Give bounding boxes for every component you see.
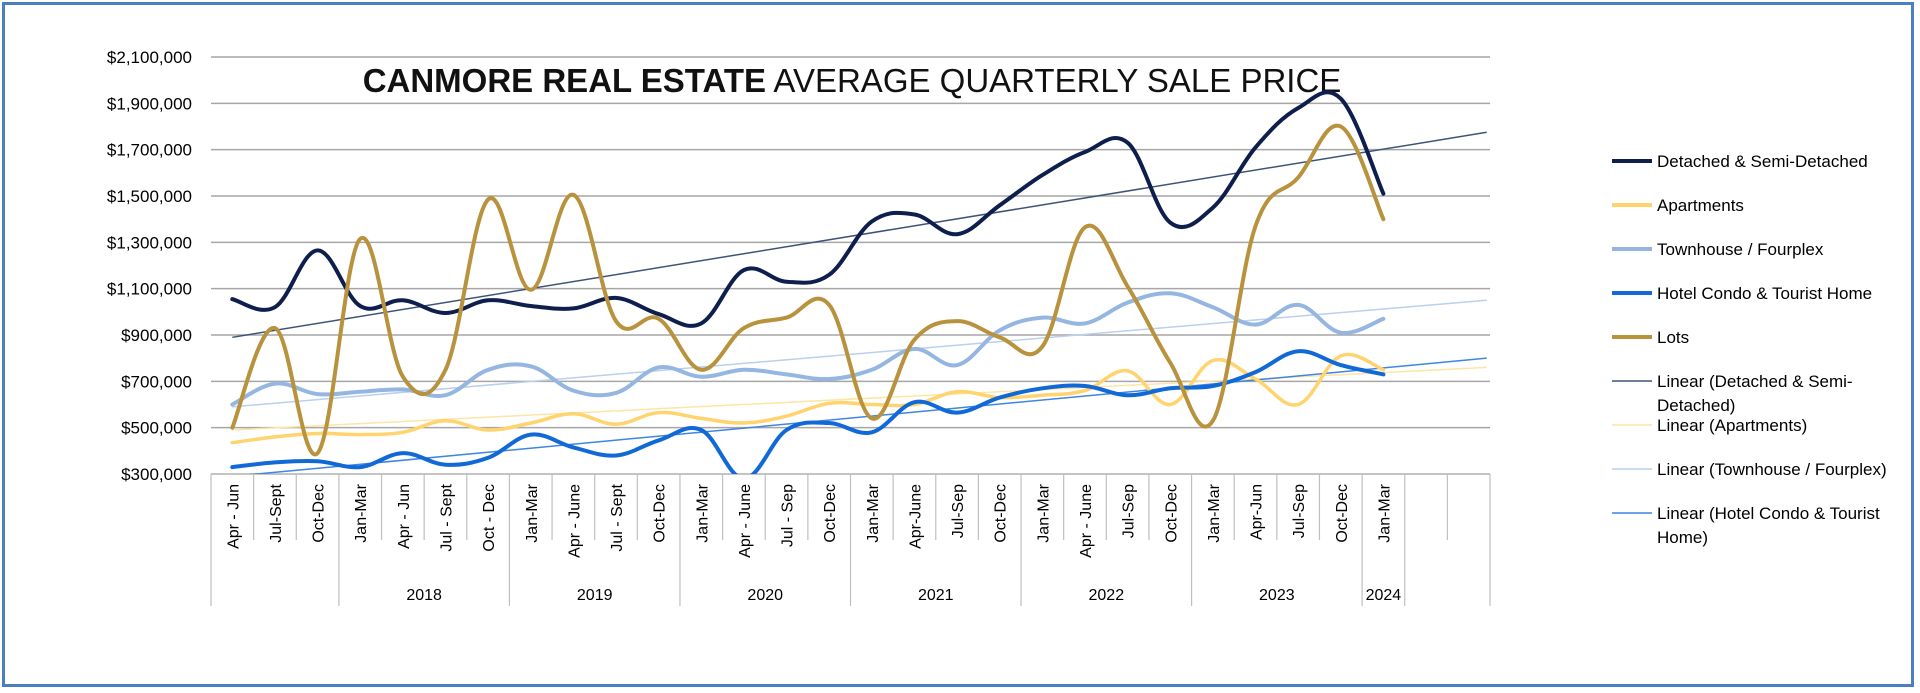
x-tick-label: Oct-Dec: [311, 484, 328, 543]
x-tick-label: Jul - Sep: [780, 484, 797, 547]
legend-label: Linear (Townhouse / Fourplex): [1657, 460, 1887, 479]
x-tick-label: Apr - Jun: [396, 484, 413, 549]
legend-label: Detached & Semi-Detached: [1657, 152, 1868, 171]
x-tick-label: Jul-Sep: [1121, 484, 1138, 538]
plot-area: [230, 90, 1487, 474]
x-tick-label: Oct-Dec: [993, 484, 1010, 543]
x-tick-label: Jul-Sept: [268, 483, 285, 542]
x-tick-label: Jan-Mar: [353, 483, 370, 542]
x-tick-label: Jan-Mar: [694, 483, 711, 542]
legend-label: Linear (Apartments): [1657, 416, 1807, 435]
trendline: [248, 357, 1487, 474]
y-tick-label: $900,000: [121, 326, 192, 345]
legend-label: Lots: [1657, 328, 1689, 347]
x-tick-label: Oct-Dec: [1163, 484, 1180, 543]
year-label: 2021: [918, 587, 954, 604]
year-label: 2022: [1089, 587, 1125, 604]
chart-title-rest: AVERAGE QUARTERLY SALE PRICE: [766, 62, 1341, 99]
year-label: 2023: [1259, 587, 1295, 604]
series-line: [230, 349, 1386, 474]
legend-label: Linear (Detached & Semi-: [1657, 372, 1853, 391]
x-tick-label: Jul-Sep: [950, 484, 967, 538]
chart-title: CANMORE REAL ESTATE AVERAGE QUARTERLY SA…: [363, 62, 1342, 99]
x-tick-label: Jan-Mar: [1206, 483, 1223, 542]
y-tick-label: $300,000: [121, 465, 192, 484]
x-tick-label: Oct-Dec: [652, 484, 669, 543]
y-tick-label: $500,000: [121, 419, 192, 438]
y-tick-label: $1,100,000: [107, 280, 192, 299]
x-tick-label: Apr - June: [737, 484, 754, 558]
trendline: [232, 299, 1487, 408]
x-tick-label: Jan-Mar: [1376, 483, 1393, 542]
series-line: [230, 123, 1386, 457]
x-tick-label: Apr - June: [566, 484, 583, 558]
y-tick-label: $1,300,000: [107, 233, 192, 252]
x-tick-label: Jan-Mar: [1035, 483, 1052, 542]
x-tick-label: Apr - Jun: [225, 484, 242, 549]
year-label: 2020: [747, 587, 783, 604]
x-tick-label: Oct-Dec: [1334, 484, 1351, 543]
year-label: 2018: [406, 587, 442, 604]
y-tick-label: $2,100,000: [107, 48, 192, 67]
chart-title-bold: CANMORE REAL ESTATE: [363, 62, 766, 99]
x-tick-label: Jul - Sept: [438, 483, 455, 551]
legend-label: Hotel Condo & Tourist Home: [1657, 284, 1872, 303]
x-tick-label: Apr - June: [1078, 484, 1095, 558]
x-tick-label: Oct-Dec: [822, 484, 839, 543]
legend-label: Townhouse / Fourplex: [1657, 240, 1824, 259]
y-tick-label: $1,700,000: [107, 141, 192, 160]
x-tick-label: Oct - Dec: [481, 484, 498, 552]
year-label: 2024: [1366, 587, 1402, 604]
legend-label: Linear (Hotel Condo & Tourist: [1657, 504, 1880, 523]
x-tick-label: Apr-Jun: [1249, 484, 1266, 540]
series-line: [230, 352, 1386, 445]
x-tick-label: Jul-Sep: [1291, 484, 1308, 538]
legend-label: Home): [1657, 528, 1708, 547]
x-tick-label: Jul - Sept: [609, 483, 626, 551]
y-tick-label: $700,000: [121, 372, 192, 391]
year-label: 2019: [577, 587, 613, 604]
legend-label: Apartments: [1657, 196, 1744, 215]
x-tick-label: Jan-Mar: [865, 483, 882, 542]
legend-label: Detached): [1657, 396, 1735, 415]
y-tick-label: $1,500,000: [107, 187, 192, 206]
series-line: [230, 90, 1386, 328]
y-tick-label: $1,900,000: [107, 94, 192, 113]
x-tick-label: Jan-Mar: [524, 483, 541, 542]
x-tick-label: Apr-June: [907, 484, 924, 549]
